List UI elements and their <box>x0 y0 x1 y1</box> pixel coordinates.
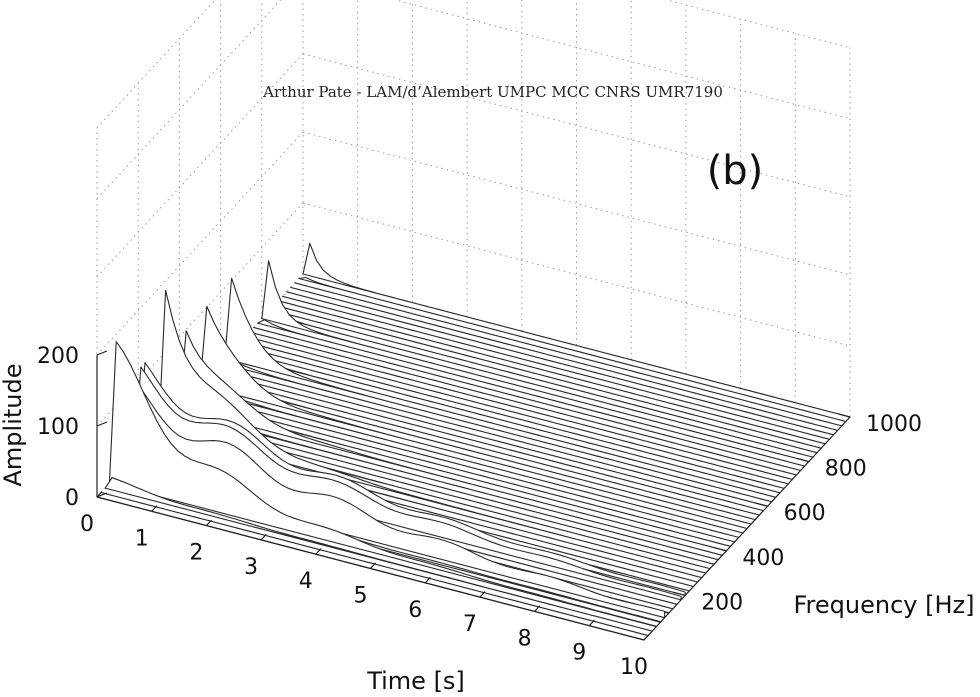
gridline-back-z <box>665 0 851 49</box>
spectrum-slice <box>273 304 822 449</box>
spectrum-slice <box>108 341 657 628</box>
spectrum-slice <box>281 295 830 440</box>
x-tick-label: 2 <box>189 541 203 566</box>
y-tick-mark <box>673 591 686 596</box>
gridline-back-z <box>302 131 851 276</box>
y-axis-line <box>643 416 851 641</box>
spectrum-slice <box>285 291 835 436</box>
x-tick-mark <box>151 505 158 512</box>
spectrum-slice <box>232 349 781 494</box>
gridline-side-z <box>96 0 282 200</box>
gridline-back-z <box>302 53 851 198</box>
spectrum-slice <box>228 348 777 498</box>
y-tick-label: 600 <box>784 501 826 526</box>
spectrum-slice <box>244 335 793 480</box>
x-tick-label: 3 <box>244 555 258 580</box>
chart-axes <box>96 350 851 641</box>
z-axis-label: Amplitude <box>0 364 27 487</box>
x-tick-label: 5 <box>354 584 368 609</box>
z-tick-mark <box>96 421 108 427</box>
x-axis-label: Time [s] <box>366 667 465 695</box>
credit-text: Arthur Pate - LAM/d’Alembert UMPC MCC CN… <box>262 83 723 101</box>
spectrum-slice <box>248 331 797 476</box>
spectrum-slice <box>257 319 806 467</box>
x-tick-mark <box>260 533 267 541</box>
x-tick-label: 6 <box>408 598 422 623</box>
z-tick-mark <box>96 492 108 498</box>
gridline-side-z <box>96 0 216 129</box>
spectrum-slice <box>207 376 756 521</box>
spectrum-slice <box>224 277 773 503</box>
gridline-side-z <box>96 131 304 356</box>
spectrum-slice <box>261 260 810 463</box>
spectrum-slice <box>174 406 723 556</box>
x-tick-label: 0 <box>80 512 94 537</box>
x-tick-label: 9 <box>572 641 586 666</box>
x-tick-mark <box>643 634 650 641</box>
spectrum-slice <box>253 326 802 472</box>
x-tick-label: 8 <box>518 626 532 651</box>
spectrum-slice <box>236 344 785 489</box>
x-tick-mark <box>205 519 212 527</box>
gridline-back-z <box>302 202 851 347</box>
y-tick-label: 200 <box>701 590 743 615</box>
spectral-slices <box>96 242 851 641</box>
gridline-side-z <box>96 53 304 278</box>
spectrum-slice <box>265 310 814 458</box>
y-tick-label: 800 <box>825 457 867 482</box>
panel-label: (b) <box>707 148 764 194</box>
y-tick-label: 1000 <box>866 412 922 437</box>
y-tick-mark <box>796 457 809 463</box>
x-tick-label: 1 <box>135 526 149 551</box>
z-tick-label: 200 <box>37 344 79 369</box>
spectrum-slice <box>104 477 653 632</box>
spectrum-slice <box>294 282 843 427</box>
spectrum-slice <box>277 300 826 445</box>
spectrum-slice <box>203 375 752 525</box>
y-tick-mark <box>714 547 727 552</box>
x-tick-label: 10 <box>620 655 648 680</box>
spectrum-slice <box>298 276 847 423</box>
x-tick-mark <box>588 619 595 627</box>
spectrum-slice <box>199 305 748 530</box>
y-tick-label: 400 <box>742 546 784 571</box>
spectrum-slice <box>178 330 727 552</box>
x-tick-label: 4 <box>299 569 313 594</box>
spectrum-slice <box>302 242 851 418</box>
y-axis-label: Frequency [Hz] <box>794 591 975 619</box>
y-tick-mark <box>755 502 768 507</box>
spectrum-slice <box>191 393 740 538</box>
x-tick-label: 7 <box>463 612 477 637</box>
spectrum-slice <box>211 371 760 516</box>
z-tick-mark <box>96 350 108 356</box>
x-tick-mark <box>534 605 541 612</box>
spectrum-slice <box>269 309 818 454</box>
spectrum-slice <box>240 340 789 485</box>
spectrum-slice <box>195 384 744 534</box>
z-tick-label: 100 <box>37 415 79 440</box>
spectrum-slice <box>220 357 769 507</box>
x-tick-mark <box>315 548 322 555</box>
x-tick-mark <box>370 562 377 569</box>
x-tick-mark <box>479 591 486 598</box>
z-tick-label: 0 <box>65 486 79 511</box>
spectrum-slice <box>215 367 765 512</box>
spectrum-slice <box>158 289 707 574</box>
x-tick-mark <box>424 576 431 584</box>
y-tick-mark <box>837 413 851 418</box>
spectrum-slice <box>290 286 839 431</box>
spectrum-slice <box>187 398 736 543</box>
